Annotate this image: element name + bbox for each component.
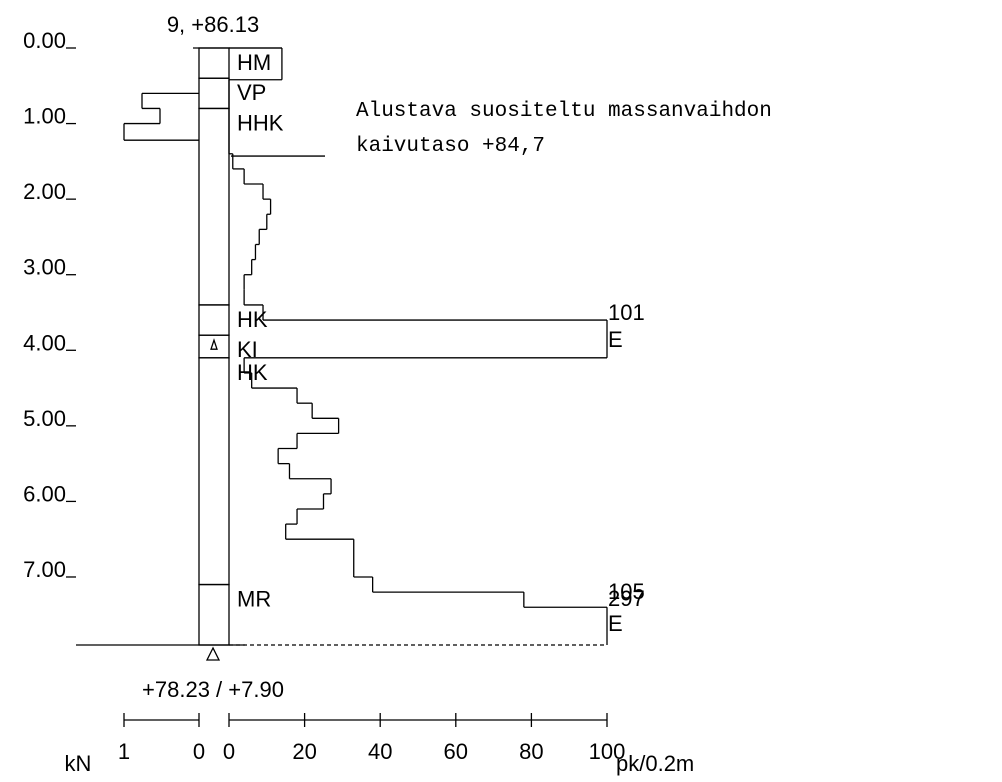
layer-label: VP — [237, 80, 266, 105]
pk-scale-label: 60 — [444, 739, 468, 764]
layer-label: HK — [237, 360, 268, 385]
title: 9, +86.13 — [167, 12, 259, 37]
pk-scale-label: 40 — [368, 739, 392, 764]
pk-scale-label: 0 — [223, 739, 235, 764]
depth-tick-label: 4.00 — [23, 330, 66, 355]
end-label: 297 — [608, 586, 645, 611]
end-label: 105 — [608, 579, 645, 604]
pk-scale-label: 80 — [519, 739, 543, 764]
layer-label: MR — [237, 587, 271, 612]
bottom-label: +78.23 / +7.90 — [142, 677, 284, 702]
dig-level-text: kaivutaso +84,7 — [356, 135, 545, 158]
kn-scale-label: 1 — [118, 739, 130, 764]
end-label: 101 — [608, 300, 645, 325]
layer — [198, 77, 230, 110]
end-label: E — [608, 611, 623, 636]
layer — [198, 304, 230, 336]
dig-level-text: Alustava suositeltu massanvaihdon — [356, 100, 772, 123]
layer-label: HM — [237, 50, 271, 75]
layer-label: KI — [237, 337, 258, 362]
depth-tick-label: 1.00 — [23, 104, 66, 129]
pk-axis-label: pk/0.2m — [616, 751, 694, 776]
layer — [198, 107, 230, 306]
depth-tick-label: 6.00 — [23, 481, 66, 506]
depth-tick-label: 0.00 — [23, 28, 66, 53]
layer-label: HHK — [237, 110, 284, 135]
pk-scale-label: 100 — [589, 739, 626, 764]
layer — [198, 47, 230, 79]
depth-tick-label: 7.00 — [23, 557, 66, 582]
layer — [198, 583, 230, 646]
pk-scale-label: 20 — [292, 739, 316, 764]
depth-tick-label: 5.00 — [23, 406, 66, 431]
kn-scale-label: 0 — [193, 739, 205, 764]
end-label: E — [608, 327, 623, 352]
depth-tick-label: 3.00 — [23, 255, 66, 280]
stone-symbol — [210, 338, 218, 350]
layer — [198, 357, 230, 586]
kn-axis-label: kN — [65, 751, 92, 776]
bottom-triangle — [205, 646, 221, 661]
depth-tick-label: 2.00 — [23, 179, 66, 204]
